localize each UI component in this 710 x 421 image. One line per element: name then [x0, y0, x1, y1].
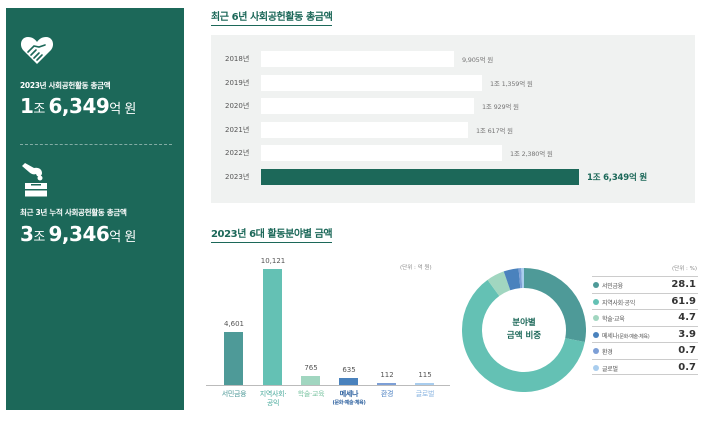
- yearly-bar-chart: 2018년 9,905억 원 2019년 1조 1,359억 원 2020년 1조 929…: [211, 35, 695, 203]
- annual-total-label: 2023년 사회공헌활동 총금액: [20, 81, 111, 90]
- donut-segment: [523, 268, 586, 342]
- column-bar: [224, 332, 243, 385]
- legend-item: 학술·교육 4.7: [592, 309, 698, 326]
- column-value: 765: [304, 364, 318, 372]
- year-value: 1조 1,359억 원: [490, 79, 533, 88]
- column-value: 10,121: [260, 257, 286, 265]
- legend-value: 0.7: [678, 361, 696, 373]
- legend-value: 0.7: [678, 345, 696, 356]
- heart-handshake-icon: [20, 35, 54, 65]
- donut-segment: [503, 268, 521, 291]
- year-row: 2018년 9,905억 원: [211, 51, 695, 67]
- year-label: 2023년: [225, 172, 250, 181]
- year-row: 2021년 1조 617억 원: [211, 121, 695, 138]
- cumulative-total-value: 3조 9,346억 원: [20, 222, 136, 246]
- column-bar: [377, 383, 396, 385]
- legend-color-dot: [593, 331, 599, 338]
- column-value: 4,601: [223, 320, 245, 328]
- legend-color-dot: [593, 364, 599, 371]
- donut-legend: 서민금융 28.1 지역사회·공익 61.9 학술·교육 4.7 메세나(문화·예술·체육)…: [592, 276, 698, 375]
- yearly-chart-title: 최근 6년 사회공헌활동 총금액: [211, 8, 333, 26]
- legend-item: 글로벌 0.7: [592, 358, 698, 375]
- year-row: 2023년 1조 6,349억 원: [211, 168, 695, 185]
- annual-total-value: 1조 6,349억 원: [20, 94, 136, 118]
- year-row: 2022년 1조 2,380억 원: [211, 145, 695, 161]
- legend-label: 지역사회·공익: [602, 299, 635, 307]
- year-label: 2019년: [225, 78, 250, 87]
- legend-value: 61.9: [671, 295, 696, 307]
- legend-label: 학술·교육: [602, 316, 625, 323]
- cumulative-total-label: 최근 3년 누적 사회공헌활동 총금액: [20, 208, 127, 217]
- column-category-label: 환경: [380, 390, 394, 398]
- column-value: 115: [418, 371, 432, 379]
- column-unit-label: (단위 : 억 원): [400, 265, 432, 271]
- legend-label: 글로벌: [602, 365, 618, 373]
- year-label: 2020년: [225, 102, 250, 110]
- legend-label: 메세나(문화·예술·체육): [602, 332, 650, 340]
- column-bar: [339, 378, 358, 385]
- legend-color-dot: [593, 282, 599, 288]
- year-label: 2021년: [225, 125, 250, 134]
- column-value: 635: [342, 366, 356, 374]
- legend-color-dot: [593, 298, 599, 305]
- legend-item: 환경 0.7: [592, 342, 698, 359]
- donut-segment: [487, 271, 511, 297]
- column-bar: [301, 376, 320, 385]
- legend-item: 지역사회·공익 61.9: [592, 292, 698, 310]
- year-bar: [261, 121, 468, 138]
- column-bar: [263, 269, 282, 385]
- year-bar: [261, 168, 579, 185]
- year-label: 2022년: [225, 149, 250, 157]
- summary-panel: 2023년 사회공헌활동 총금액 1조 6,349억 원 최근 3년 누적 사회…: [6, 8, 184, 410]
- column-category-label: 글로벌: [415, 390, 435, 398]
- legend-item: 서민금융 28.1: [592, 276, 698, 293]
- year-row: 2020년 1조 929억 원: [211, 98, 695, 114]
- year-bar: [261, 98, 474, 114]
- year-bar: [261, 51, 454, 67]
- year-value: 9,905억 원: [462, 56, 494, 64]
- category-chart-title: 2023년 6대 활동분야별 금액: [211, 225, 333, 243]
- year-label: 2018년: [225, 55, 250, 63]
- legend-unit-label: (단위 : %): [672, 266, 697, 272]
- legend-color-dot: [593, 315, 599, 321]
- donation-box-icon: [20, 162, 50, 198]
- legend-label: 서민금융: [602, 283, 623, 290]
- year-value: 1조 6,349억 원: [587, 172, 647, 183]
- legend-value: 3.9: [678, 328, 696, 340]
- panel-divider: [20, 144, 172, 145]
- year-bar: [261, 145, 502, 161]
- share-donut-chart: 분야별 금액 비중: [462, 268, 586, 392]
- column-category-label: 메세나 (문화·예술·체육): [332, 390, 366, 406]
- donut-center-label: 분야별 금액 비중: [506, 318, 542, 341]
- year-row: 2019년 1조 1,359억 원: [211, 74, 695, 91]
- column-value: 112: [380, 371, 394, 379]
- year-value: 1조 2,380억 원: [510, 150, 553, 158]
- legend-color-dot: [593, 348, 599, 354]
- column-category-label: 학술·교육: [297, 390, 325, 398]
- year-value: 1조 929억 원: [482, 103, 519, 111]
- legend-label: 환경: [602, 349, 613, 356]
- donut-segment: [462, 279, 585, 392]
- legend-value: 28.1: [671, 279, 696, 290]
- legend-item: 메세나(문화·예술·체육) 3.9: [592, 325, 698, 343]
- category-column-chart: (단위 : 억 원) 4,601 서민금융 10,121 지역사회· 공익 765 학술·교…: [206, 250, 450, 420]
- legend-value: 4.7: [678, 312, 696, 323]
- column-bar: [415, 383, 434, 385]
- column-category-label: 서민금융: [221, 390, 247, 398]
- year-value: 1조 617억 원: [476, 126, 513, 135]
- x-axis-line: [206, 385, 450, 386]
- year-bar: [261, 74, 482, 91]
- column-category-label: 지역사회· 공익: [259, 390, 287, 407]
